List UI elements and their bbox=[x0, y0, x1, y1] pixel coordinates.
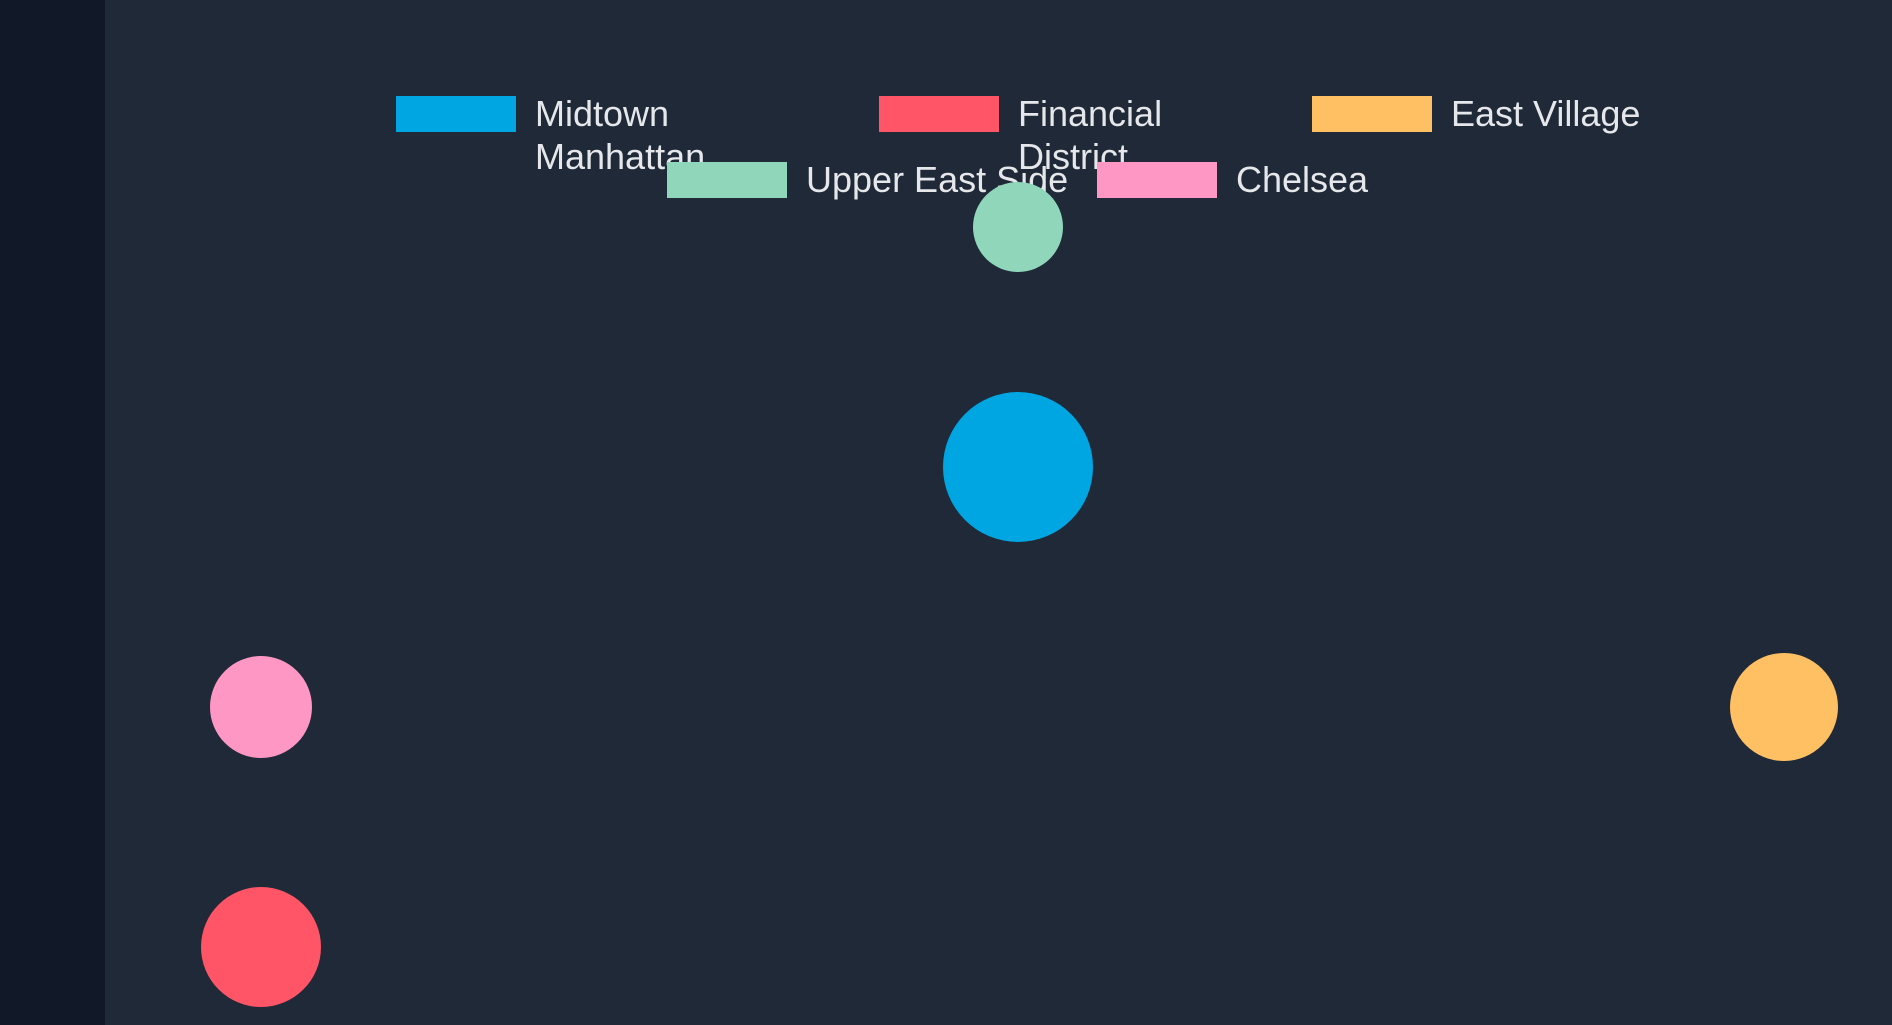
legend-label: Financial District bbox=[1018, 93, 1162, 177]
legend-label: Chelsea bbox=[1236, 159, 1369, 200]
legend-swatch bbox=[667, 162, 787, 198]
legend-item[interactable]: East Village bbox=[1312, 93, 1640, 134]
bubble-point[interactable] bbox=[1730, 653, 1838, 761]
legend-swatch bbox=[1097, 162, 1217, 198]
legend-swatch bbox=[1312, 96, 1432, 132]
bubble-chart: Midtown Manhattan Financial District East Vi… bbox=[201, 93, 1838, 1007]
bubble-point[interactable] bbox=[210, 656, 312, 758]
bubble-point[interactable] bbox=[201, 887, 321, 1007]
legend-label: East Village bbox=[1451, 93, 1640, 134]
legend-item[interactable]: Midtown Manhattan bbox=[396, 93, 705, 177]
legend-swatch bbox=[396, 96, 516, 132]
bubbles bbox=[201, 182, 1838, 1007]
sidebar bbox=[0, 0, 105, 1025]
legend-item[interactable]: Upper East Side bbox=[667, 159, 1068, 200]
legend-item[interactable]: Chelsea bbox=[1097, 159, 1369, 200]
legend: Midtown Manhattan Financial District East Vi… bbox=[396, 93, 1640, 200]
legend-item[interactable]: Financial District bbox=[879, 93, 1162, 177]
bubble-point[interactable] bbox=[973, 182, 1063, 272]
legend-swatch bbox=[879, 96, 999, 132]
bubble-point[interactable] bbox=[943, 392, 1093, 542]
chart-area: Midtown Manhattan Financial District East Vi… bbox=[105, 0, 1892, 1025]
